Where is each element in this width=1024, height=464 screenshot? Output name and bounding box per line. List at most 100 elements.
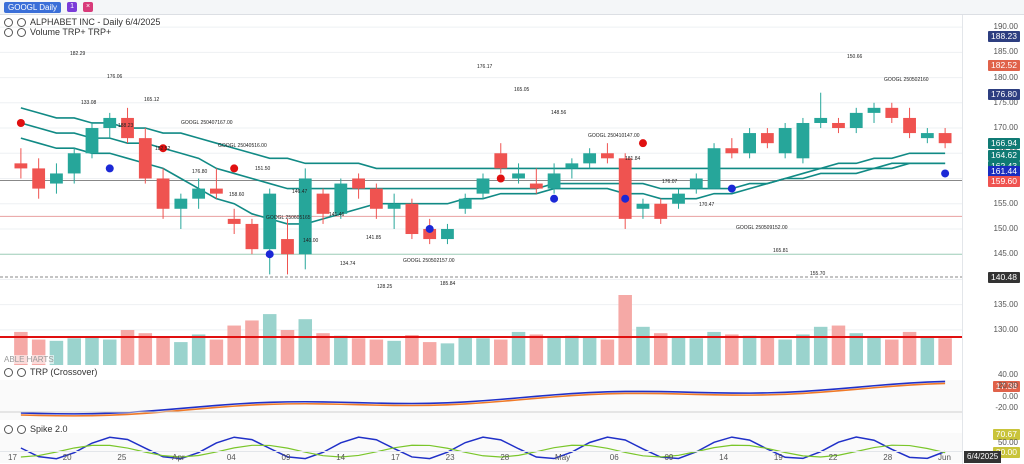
settings-icon[interactable] — [4, 27, 13, 37]
candle-body — [760, 133, 774, 144]
candle-body — [672, 193, 685, 204]
time-axis-label: Jun — [938, 453, 951, 462]
volume-bar — [885, 339, 899, 365]
volume-bar — [778, 339, 792, 365]
settings-icon[interactable] — [4, 17, 13, 27]
volume-bar — [351, 338, 366, 365]
volume-bar — [760, 337, 775, 365]
price-scale-label: 145.00 — [993, 249, 1018, 259]
annotation-label: 165.12 — [144, 97, 160, 103]
candle-body — [14, 163, 28, 169]
watermark: ABLE HARTS — [4, 355, 54, 364]
layout-icon[interactable]: 1 — [67, 2, 78, 12]
candle-body — [85, 128, 99, 154]
close-icon[interactable]: × — [83, 2, 94, 12]
candle-body — [601, 153, 614, 159]
candle-body — [885, 107, 899, 118]
trp-label: TRP (Crossover) — [30, 367, 98, 377]
volume-bar — [209, 339, 224, 365]
price-scale[interactable]: 190.00185.00180.00175.00170.00165.00160.… — [962, 15, 1024, 464]
blue-signal-dot — [621, 194, 630, 203]
red-signal-dot — [230, 164, 239, 173]
spike-label: Spike 2.0 — [30, 424, 68, 434]
annotation-label: 182.52 — [155, 146, 171, 152]
volume-bar — [618, 295, 632, 365]
visibility-icon[interactable] — [17, 424, 26, 434]
visibility-icon[interactable] — [17, 17, 26, 27]
blue-signal-dot — [265, 250, 274, 259]
time-axis-label: Apr — [172, 453, 185, 462]
candle-body — [209, 188, 223, 194]
trp-scale-label: 20.00 — [997, 381, 1018, 390]
annotation-label: 176.17 — [477, 64, 493, 70]
volume-bar — [476, 338, 490, 365]
candle-body — [263, 193, 277, 250]
candle-body — [50, 173, 63, 184]
annotation-label: GOOGL 250410147.00 — [588, 133, 640, 139]
price-chart[interactable]: 182.29 176.06 165.12 GOOGL 250407167.00 GOOG… — [0, 15, 962, 464]
time-axis-label: 14 — [336, 453, 346, 462]
candle-body — [138, 138, 152, 179]
volume-bar — [316, 333, 330, 365]
volume-bar — [867, 337, 881, 365]
volume-bar — [707, 331, 721, 365]
visibility-icon[interactable] — [17, 367, 26, 377]
candle-body — [778, 128, 792, 154]
candle-body — [352, 178, 365, 189]
chart-title-row: ALPHABET INC - Daily 6/4/2025 — [4, 17, 160, 27]
price-tag: 161.44 — [988, 166, 1020, 178]
trp-value-tag: 17.38 — [992, 381, 1020, 392]
trp-scale-label: 0.00 — [1002, 392, 1018, 401]
settings-icon[interactable] — [4, 367, 13, 377]
price-scale-label: 130.00 — [993, 324, 1018, 334]
symbol-tab[interactable]: GOOGL Daily — [4, 1, 62, 13]
candle-body — [636, 203, 650, 209]
candle-body — [743, 133, 757, 154]
spike-line-blue — [20, 436, 946, 460]
time-axis-label: 25 — [117, 453, 127, 462]
volume-bar — [902, 331, 917, 365]
volume-bar — [67, 338, 81, 365]
chart-area[interactable]: 182.29 176.06 165.12 GOOGL 250407167.00 GOOG… — [0, 15, 1024, 464]
blue-signal-dot — [105, 164, 114, 173]
red-signal-dot — [159, 144, 168, 153]
volume-bar — [103, 339, 117, 365]
candle-body — [849, 112, 863, 129]
volume-bar — [174, 342, 188, 365]
volume-bar — [938, 338, 952, 365]
annotation-label: GOOGL 250605165 — [266, 215, 311, 221]
volume-bar — [494, 339, 508, 365]
visibility-icon[interactable] — [17, 27, 26, 37]
settings-icon[interactable] — [4, 424, 13, 434]
volume-bar — [600, 339, 615, 365]
candle-body — [903, 117, 916, 134]
annotation-label: 128.25 — [377, 284, 393, 290]
candle-body — [441, 228, 454, 240]
spike-line-green — [20, 444, 946, 458]
price-scale-label: 185.00 — [993, 47, 1018, 57]
red-signal-dot — [496, 174, 505, 183]
price-scale-label: 155.00 — [993, 198, 1018, 208]
spike-value-tag: 70.67 — [992, 429, 1020, 440]
volume-bar — [529, 334, 544, 365]
time-axis-label: 17 — [8, 453, 17, 462]
time-axis[interactable]: 17 20 25 Apr 04 09 14 17 23 28 May 06 09 14 19 22 28 Jun — [0, 451, 962, 464]
candle-body — [583, 153, 597, 164]
volume-bar — [405, 335, 419, 365]
trp-scale-label: -20.00 — [995, 403, 1018, 412]
candle-body — [156, 178, 170, 209]
candle-body — [814, 117, 828, 123]
spike-legend: Spike 2.0 — [4, 424, 68, 434]
time-axis-label: May — [555, 453, 571, 462]
spike-scale-label: 50.00 — [997, 438, 1018, 447]
volume-bar — [298, 319, 313, 365]
red-signal-dot — [16, 118, 25, 127]
price-tag: 182.52 — [988, 59, 1020, 71]
annotation-label: GOOGL 250509152.00 — [736, 225, 788, 231]
time-axis-label: 23 — [445, 453, 455, 462]
volume-bar — [831, 325, 846, 365]
volume-bar — [334, 335, 348, 365]
candle-body — [565, 163, 579, 169]
candle-body — [654, 203, 668, 219]
volume-bar — [582, 337, 597, 365]
